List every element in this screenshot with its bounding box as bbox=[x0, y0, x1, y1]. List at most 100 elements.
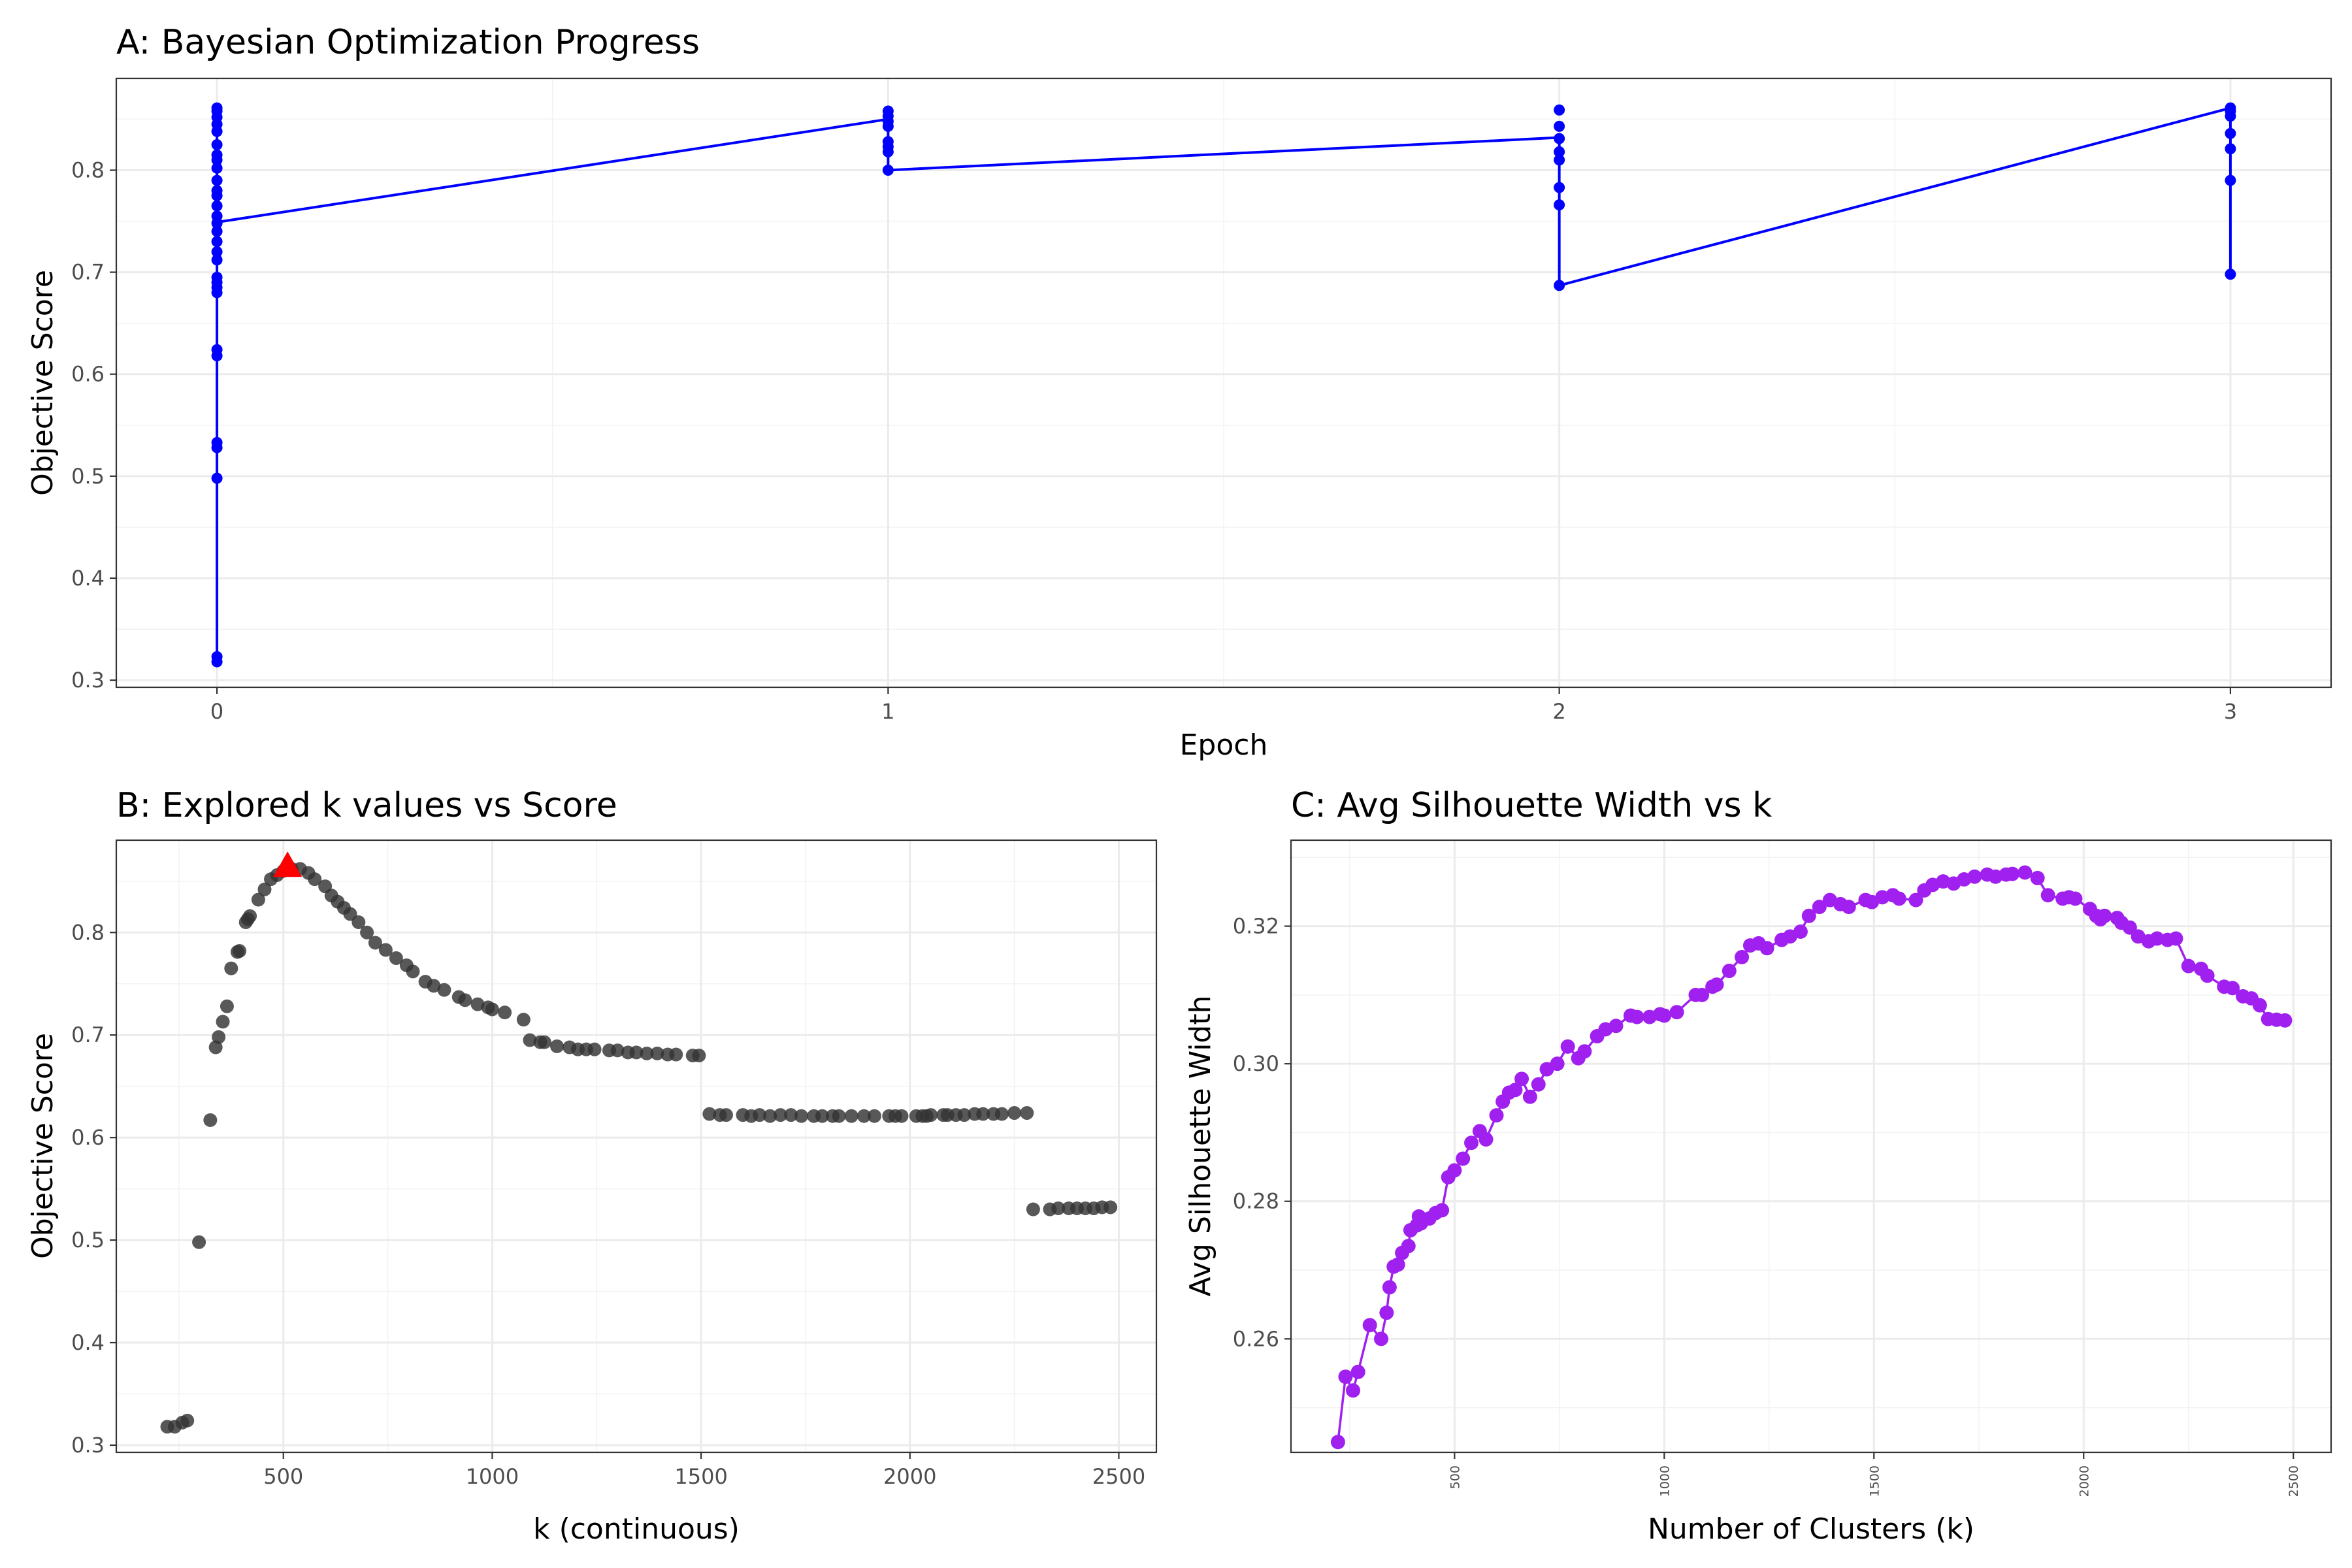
panel-a-points bbox=[211, 102, 2236, 668]
panel-a-point bbox=[2225, 143, 2236, 155]
panel-b-point bbox=[629, 1045, 644, 1060]
panel-a-point bbox=[1554, 104, 1565, 116]
panel-a-ylabel: Objective Score bbox=[26, 270, 59, 496]
panel-b-point bbox=[844, 1109, 858, 1123]
panel-a-point bbox=[211, 200, 223, 212]
panel-b-point bbox=[719, 1108, 733, 1122]
panel-b-point bbox=[192, 1235, 206, 1249]
panel-c-point bbox=[2225, 981, 2240, 996]
panel-c-point bbox=[1464, 1135, 1479, 1151]
panel-b-point bbox=[368, 936, 382, 950]
panel-b-point bbox=[763, 1109, 777, 1123]
panel-b-point bbox=[427, 979, 441, 993]
panel-c-point bbox=[2278, 1013, 2293, 1028]
panel-c-xtick-label: 2000 bbox=[2077, 1465, 2091, 1497]
panel-c-point bbox=[1560, 1039, 1575, 1054]
panel-c-point bbox=[2168, 931, 2183, 946]
panel-c-gridlines bbox=[1291, 840, 2331, 1452]
panel-b-xtick-label: 1500 bbox=[674, 1464, 727, 1489]
panel-c-xtick-label: 1500 bbox=[1867, 1465, 1882, 1497]
panel-c-point bbox=[1629, 1009, 1644, 1024]
panel-b-ytick-label: 0.5 bbox=[71, 1228, 105, 1252]
panel-a-point bbox=[211, 225, 223, 237]
panel-b-point bbox=[308, 872, 322, 887]
panel-c-point bbox=[1722, 964, 1737, 979]
panel-b-point bbox=[251, 892, 265, 907]
panel-b-best-marker bbox=[273, 851, 302, 877]
panel-b-point bbox=[216, 1015, 230, 1029]
panel-a-point bbox=[1554, 120, 1565, 132]
panel-c-point bbox=[1478, 1132, 1494, 1147]
panel-c-point bbox=[1812, 900, 1827, 915]
panel-a-xtick-label: 0 bbox=[210, 699, 223, 724]
panel-b-point bbox=[537, 1035, 551, 1049]
panel-b-point bbox=[784, 1108, 798, 1122]
panel-b-point bbox=[753, 1108, 767, 1122]
panel-b-point bbox=[994, 1107, 1009, 1121]
panel-c-point bbox=[1390, 1257, 1405, 1272]
panel-c-point bbox=[1514, 1071, 1529, 1086]
panel-b-frame bbox=[115, 839, 1158, 1454]
panel-b-point bbox=[894, 1109, 909, 1123]
panel-b-xtick-label: 500 bbox=[263, 1464, 303, 1489]
panel-c-point bbox=[1709, 977, 1724, 992]
panel-a-point bbox=[2225, 110, 2236, 122]
panel-b-point bbox=[437, 983, 451, 997]
panel-b-point bbox=[957, 1108, 972, 1122]
panel-b-ytick-label: 0.7 bbox=[71, 1022, 105, 1047]
panel-b-point bbox=[794, 1109, 809, 1123]
panel-b-point bbox=[924, 1108, 938, 1122]
panel-a-point bbox=[211, 218, 223, 229]
panel-a-ytick-label: 0.7 bbox=[71, 260, 105, 285]
panel-a-point bbox=[882, 120, 894, 132]
panel-c-point bbox=[1522, 1089, 1537, 1104]
panel-b: B: Explored k values vs Score 500 1000 150… bbox=[26, 786, 1158, 1546]
panel-b-xtick-label: 2000 bbox=[883, 1464, 936, 1489]
panel-a-point bbox=[882, 146, 894, 157]
panel-b-point bbox=[640, 1046, 654, 1060]
panel-b-ticks: 500 1000 1500 2000 2500 0.3 0.4 0.5 0.6 0.7 0.8 bbox=[71, 920, 1145, 1489]
panel-c-xtick-label: 2500 bbox=[2287, 1465, 2301, 1497]
panel-c-title: C: Avg Silhouette Width vs k bbox=[1291, 786, 1772, 825]
panel-b-ylabel: Objective Score bbox=[26, 1033, 59, 1259]
panel-a-point bbox=[1554, 199, 1565, 211]
panel-a-ytick-label: 0.5 bbox=[71, 464, 105, 489]
panel-b-point bbox=[976, 1107, 990, 1121]
panel-b-point bbox=[360, 925, 374, 939]
panel-a-ticks: 0 1 2 3 0.3 0.4 0.5 0.6 0.7 0.8 bbox=[71, 158, 2237, 724]
panel-c-ytick-label: 0.28 bbox=[1233, 1189, 1279, 1214]
panel-b-point bbox=[832, 1109, 846, 1123]
panel-c-point bbox=[2181, 958, 2196, 973]
panel-b-point bbox=[523, 1033, 537, 1047]
panel-a-point bbox=[211, 139, 223, 150]
panel-b-point bbox=[243, 909, 257, 923]
panel-c-point bbox=[1338, 1369, 1353, 1384]
panel-c-ytick-label: 0.32 bbox=[1233, 914, 1279, 939]
panel-a-xlabel: Epoch bbox=[1180, 728, 1268, 762]
panel-c-point bbox=[1401, 1239, 1416, 1254]
panel-b-xlabel: k (continuous) bbox=[533, 1512, 740, 1546]
panel-c-xtick-label: 500 bbox=[1448, 1465, 1462, 1489]
panel-c-point bbox=[1908, 892, 1923, 907]
panel-b-point bbox=[378, 943, 393, 957]
panel-b-point bbox=[669, 1047, 683, 1062]
panel-a-title: A: Bayesian Optimization Progress bbox=[116, 23, 700, 62]
panel-a-point bbox=[1554, 182, 1565, 193]
panel-c-ytick-label: 0.30 bbox=[1233, 1051, 1279, 1076]
panel-c-point bbox=[1550, 1056, 1565, 1071]
panel-a-xtick-label: 3 bbox=[2224, 699, 2237, 724]
panel-b-ytick-label: 0.3 bbox=[71, 1433, 105, 1458]
panel-b-best bbox=[273, 851, 302, 877]
panel-c-point bbox=[2097, 908, 2112, 923]
panel-b-point bbox=[257, 882, 272, 896]
panel-a-point bbox=[1554, 133, 1565, 144]
panel-c-point bbox=[1759, 941, 1774, 956]
panel-c-point bbox=[2068, 891, 2083, 906]
panel-c-point bbox=[1447, 1163, 1462, 1178]
panel-a-point bbox=[211, 287, 223, 299]
panel-b-point bbox=[867, 1109, 881, 1123]
panel-b-point bbox=[485, 1002, 499, 1017]
panel-c-point bbox=[1350, 1364, 1365, 1379]
panel-b-point bbox=[1051, 1201, 1066, 1215]
panel-b-point bbox=[498, 1005, 512, 1020]
